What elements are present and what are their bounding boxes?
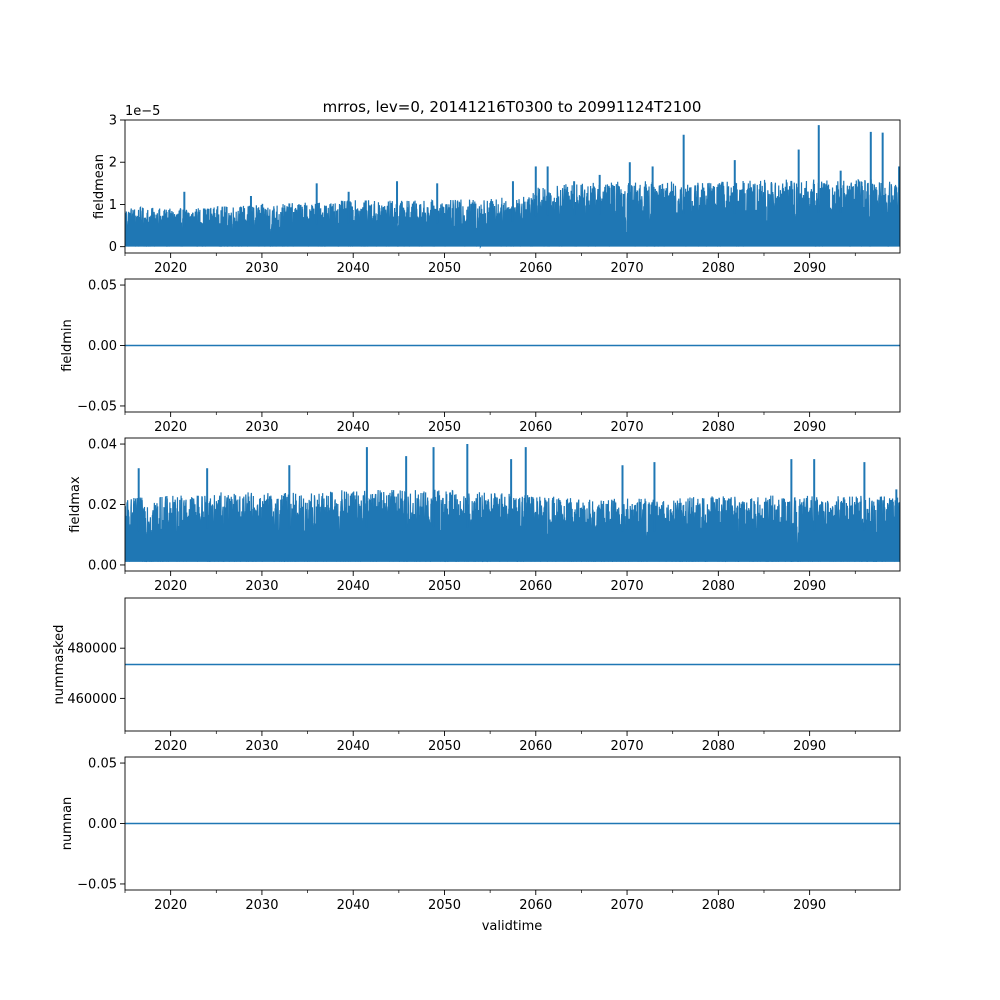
x-tick-label-nummasked-2: 2040 — [337, 739, 370, 754]
x-tick-label-fieldmax-6: 2080 — [702, 579, 735, 594]
axes-frame-fieldmean — [124, 119, 901, 254]
y-tick-label-nummasked-0: 460000 — [67, 692, 117, 707]
x-tick-label-numnan-1: 2030 — [245, 898, 278, 913]
y-tick-label-fieldmax-2: 0.04 — [88, 438, 117, 453]
y-tick-label-fieldmin-2: 0.05 — [88, 279, 117, 294]
x-tick-label-fieldmean-1: 2030 — [245, 261, 278, 276]
y-axis-label-numnan: numnan — [60, 797, 75, 851]
y-axis-label-fieldmin: fieldmin — [60, 319, 75, 372]
figure-title: mrros, lev=0, 20141216T0300 to 20991124T… — [323, 98, 702, 116]
x-tick-label-fieldmean-2: 2040 — [337, 261, 370, 276]
x-tick-label-fieldmin-5: 2070 — [611, 420, 644, 435]
y-tick-label-numnan-1: 0.00 — [88, 817, 117, 832]
x-tick-label-fieldmin-6: 2080 — [702, 420, 735, 435]
x-tick-label-nummasked-1: 2030 — [245, 739, 278, 754]
plot-area-fieldmax — [125, 444, 900, 563]
x-tick-label-fieldmax-0: 2020 — [154, 579, 187, 594]
x-tick-label-nummasked-3: 2050 — [428, 739, 461, 754]
y-tick-label-fieldmean-2: 2 — [109, 156, 117, 171]
x-tick-label-fieldmean-0: 2020 — [154, 261, 187, 276]
x-tick-label-fieldmean-4: 2060 — [519, 261, 552, 276]
x-tick-label-numnan-4: 2060 — [519, 898, 552, 913]
x-tick-label-fieldmean-6: 2080 — [702, 261, 735, 276]
subplot-stack: 2020 2030 2040 2050 2060 2070 2080 2090 0 1 2 3 1e−5… — [52, 104, 901, 913]
y-tick-label-fieldmin-1: 0.00 — [88, 339, 117, 354]
y-tick-label-fieldmean-1: 1 — [109, 198, 117, 213]
x-tick-label-fieldmin-3: 2050 — [428, 420, 461, 435]
x-tick-label-numnan-5: 2070 — [611, 898, 644, 913]
subplot-fieldmin: 2020 2030 2040 2050 2060 2070 2080 2090 −0.05 0.0… — [60, 279, 901, 435]
x-tick-label-fieldmin-7: 2090 — [793, 420, 826, 435]
y-tick-label-fieldmin-0: −0.05 — [77, 399, 117, 414]
x-tick-label-fieldmin-2: 2040 — [337, 420, 370, 435]
y-axis-label-fieldmax: fieldmax — [68, 476, 83, 533]
x-tick-label-numnan-2: 2040 — [337, 898, 370, 913]
x-tick-label-fieldmax-5: 2070 — [611, 579, 644, 594]
x-tick-label-fieldmin-4: 2060 — [519, 420, 552, 435]
x-tick-label-fieldmax-1: 2030 — [245, 579, 278, 594]
y-tick-label-fieldmean-3: 3 — [109, 114, 117, 129]
x-tick-label-nummasked-4: 2060 — [519, 739, 552, 754]
subplot-fieldmean: 2020 2030 2040 2050 2060 2070 2080 2090 0 1 2 3 1e−5… — [92, 104, 901, 276]
y-tick-label-fieldmean-0: 0 — [109, 240, 117, 255]
x-tick-label-fieldmax-7: 2090 — [793, 579, 826, 594]
y-tick-label-nummasked-1: 480000 — [67, 642, 117, 657]
x-tick-label-nummasked-0: 2020 — [154, 739, 187, 754]
y-offset-label-fieldmean: 1e−5 — [125, 104, 160, 119]
x-tick-label-fieldmax-2: 2040 — [337, 579, 370, 594]
y-axis-label-nummasked: nummasked — [52, 625, 67, 705]
x-tick-label-fieldmin-1: 2030 — [245, 420, 278, 435]
y-tick-label-numnan-2: 0.05 — [88, 757, 117, 772]
x-tick-label-nummasked-5: 2070 — [611, 739, 644, 754]
plot-area-fieldmean — [125, 125, 900, 249]
x-tick-label-numnan-6: 2080 — [702, 898, 735, 913]
subplot-nummasked: 2020 2030 2040 2050 2060 2070 2080 2090 460000 48… — [52, 597, 901, 754]
x-tick-label-fieldmax-4: 2060 — [519, 579, 552, 594]
series-fieldmax-line — [125, 489, 900, 563]
y-tick-label-fieldmax-1: 0.02 — [88, 498, 117, 513]
x-tick-label-fieldmean-5: 2070 — [611, 261, 644, 276]
x-tick-label-nummasked-7: 2090 — [793, 739, 826, 754]
y-tick-label-fieldmax-0: 0.00 — [88, 558, 117, 573]
x-tick-label-nummasked-6: 2080 — [702, 739, 735, 754]
x-tick-label-numnan-7: 2090 — [793, 898, 826, 913]
axes-frame-nummasked — [124, 597, 901, 732]
x-tick-label-fieldmean-7: 2090 — [793, 261, 826, 276]
series-fieldmean-line — [125, 178, 900, 249]
subplot-fieldmax: 2020 2030 2040 2050 2060 2070 2080 2090 0.00 0.02… — [68, 438, 901, 594]
y-axis-label-fieldmean: fieldmean — [92, 154, 107, 219]
x-tick-label-fieldmax-3: 2050 — [428, 579, 461, 594]
x-axis-label: validtime — [482, 919, 543, 934]
x-tick-label-fieldmean-3: 2050 — [428, 261, 461, 276]
x-tick-label-numnan-0: 2020 — [154, 898, 187, 913]
x-tick-label-numnan-3: 2050 — [428, 898, 461, 913]
x-tick-label-fieldmin-0: 2020 — [154, 420, 187, 435]
subplot-numnan: 2020 2030 2040 2050 2060 2070 2080 2090 −0.05 0.0… — [60, 757, 901, 913]
y-tick-label-numnan-0: −0.05 — [77, 877, 117, 892]
